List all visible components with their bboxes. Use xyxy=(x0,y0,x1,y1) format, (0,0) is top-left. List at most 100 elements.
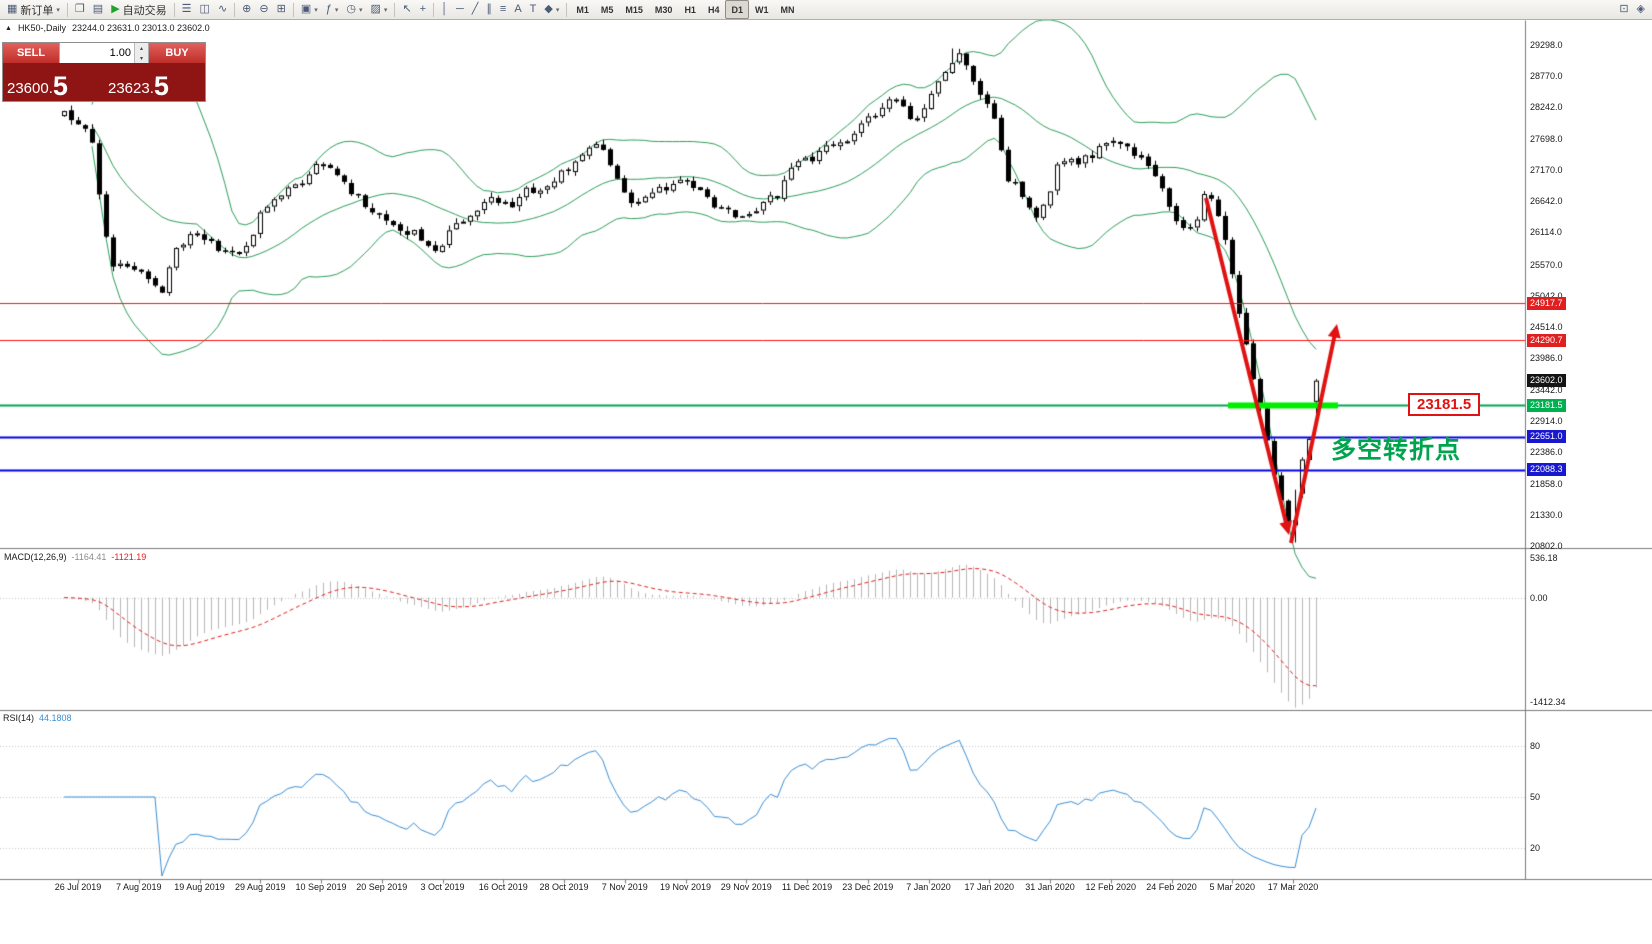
buy-button[interactable]: BUY xyxy=(149,43,205,63)
sell-button[interactable]: SELL xyxy=(3,43,59,63)
timeframe-m30-button[interactable]: M30 xyxy=(654,4,673,15)
toolbar-separator xyxy=(66,2,68,17)
volume-up-button[interactable]: ▴ xyxy=(135,43,148,53)
crosshair-button[interactable]: + xyxy=(416,0,430,19)
one-click-trading-panel: SELL ▴ ▾ BUY 23600. 5 23623. 5 xyxy=(2,42,206,102)
tile-windows-button[interactable]: ⊞ xyxy=(273,0,290,19)
chart-windows-icon: ❐ xyxy=(74,3,85,15)
timeframe-mn-button[interactable]: MN xyxy=(780,4,795,15)
chevron-down-icon: ▾ xyxy=(359,6,363,14)
buy-price-fraction: 5 xyxy=(153,71,169,102)
horizontal-line-icon: ─ xyxy=(455,3,464,15)
macd-name: MACD(12,26,9) xyxy=(4,552,67,562)
profiles-button[interactable]: ▤ xyxy=(89,0,107,19)
chevron-down-icon: ▾ xyxy=(383,6,388,14)
chevron-down-icon: ▾ xyxy=(56,6,60,14)
chart-title: ▲ HK50-,Daily 23244.0 23631.0 23013.0 23… xyxy=(5,23,210,33)
timeframe-d1-button[interactable]: D1 xyxy=(725,0,749,19)
docking-button[interactable]: ◈ xyxy=(1633,0,1649,19)
turning-point-annotation[interactable]: 多空转折点 xyxy=(1331,436,1462,464)
templates-icon: ▨ xyxy=(370,3,381,15)
new-chart-icon: ▣ xyxy=(300,3,312,15)
symbol-period-label: HK50-,Daily xyxy=(17,23,66,33)
vertical-line-icon: │ xyxy=(441,3,448,15)
sell-price-fraction: 5 xyxy=(52,71,68,102)
indicators-button[interactable]: ƒ ▾ xyxy=(322,0,343,19)
periods-button[interactable]: ◷ ▾ xyxy=(342,0,366,19)
candlestick-chart-icon: ◫ xyxy=(199,3,210,15)
autotrade-icon: ▶ xyxy=(111,3,120,15)
horizontal-line-button[interactable]: ─ xyxy=(452,0,468,19)
new-order-icon: ▦ xyxy=(7,3,18,15)
new-order-button[interactable]: ▦ 新订单 ▾ xyxy=(3,0,64,19)
chart-windows-button[interactable]: ❐ xyxy=(71,0,89,19)
zoom-out-button[interactable]: ⊖ xyxy=(255,0,272,19)
candlestick-chart-button[interactable]: ◫ xyxy=(196,0,214,19)
fibonacci-icon: ≡ xyxy=(499,3,507,15)
rsi-indicator-label: RSI(14) 44.1808 xyxy=(3,713,72,723)
crosshair-icon: + xyxy=(419,3,427,15)
toolbar-separator xyxy=(292,2,294,17)
equidistant-channel-button[interactable]: ∥ xyxy=(482,0,496,19)
toolbar-separator xyxy=(433,2,435,17)
arrows-button[interactable]: ◆ ▾ xyxy=(540,0,563,19)
chevron-down-icon: ▾ xyxy=(314,6,318,14)
cursor-button[interactable]: ↖ xyxy=(398,0,415,19)
zoom-in-button[interactable]: ⊕ xyxy=(238,0,255,19)
timeframe-h1-button[interactable]: H1 xyxy=(684,4,696,15)
volume-down-button[interactable]: ▾ xyxy=(135,53,148,63)
volume-input[interactable] xyxy=(60,43,134,63)
toolbar-separator xyxy=(394,2,396,17)
profiles-icon: ▤ xyxy=(92,3,104,15)
equidistant-channel-icon: ∥ xyxy=(486,3,492,15)
zoom-in-icon: ⊕ xyxy=(242,3,252,15)
fibonacci-button[interactable]: ≡ xyxy=(496,0,510,19)
ohlc-values: 23244.0 23631.0 23013.0 23602.0 xyxy=(71,23,210,33)
timeframe-m15-button[interactable]: M15 xyxy=(625,4,643,15)
sell-price-main: 23600. xyxy=(7,80,53,97)
toolbar-separator xyxy=(173,2,175,17)
tile-windows-icon: ⊞ xyxy=(276,3,286,15)
text-label-icon: T xyxy=(529,3,537,15)
macd-signal-value: -1121.19 xyxy=(111,552,147,562)
rsi-value: 44.1808 xyxy=(39,713,72,723)
chevron-down-icon: ▾ xyxy=(555,6,560,14)
chevron-down-icon: ▾ xyxy=(334,6,339,14)
text-button[interactable]: A xyxy=(510,0,525,19)
toolbar-separator xyxy=(566,2,568,17)
toolbar-separator xyxy=(234,2,236,17)
timeframe-m1-button[interactable]: M1 xyxy=(576,4,589,15)
buy-price: 23623. 5 xyxy=(104,63,205,101)
timeframe-h4-button[interactable]: H4 xyxy=(707,4,720,15)
trendline-icon: ╱ xyxy=(471,3,479,15)
indicators-icon: ƒ xyxy=(325,3,332,15)
sell-price: 23600. 5 xyxy=(3,63,104,101)
panel-toggle-icon[interactable]: ▲ xyxy=(5,24,12,32)
rsi-name: RSI(14) xyxy=(3,713,35,723)
trendline-button[interactable]: ╱ xyxy=(468,0,483,19)
toolbar: ▦ 新订单 ▾ ❐ ▤ ▶ 自动交易 ☰ ◫ ∿ ⊕ ⊖ ⊞ ▣ ▾ ƒ ▾ ◷ ▾ ▨ ▾ ↖ + │ ─ ╱ ∥ ≡ A T ◆ ▾ M1 M… xyxy=(0,0,1652,20)
line-chart-icon: ∿ xyxy=(217,3,228,15)
buy-price-main: 23623. xyxy=(108,80,154,97)
timeframe-m5-button[interactable]: M5 xyxy=(600,4,614,15)
line-chart-button[interactable]: ∿ xyxy=(214,0,231,19)
autotrade-label: 自动交易 xyxy=(122,4,167,17)
zoom-out-icon: ⊖ xyxy=(259,3,269,15)
window-list-button[interactable]: ⊡ xyxy=(1615,0,1632,19)
bar-chart-icon: ☰ xyxy=(181,3,192,15)
volume-box: ▴ ▾ xyxy=(59,43,149,63)
text-icon: A xyxy=(514,3,522,15)
new-order-label: 新订单 xyxy=(20,4,54,17)
text-label-button[interactable]: T xyxy=(526,0,541,19)
autotrade-button[interactable]: ▶ 自动交易 xyxy=(107,0,170,19)
new-chart-button[interactable]: ▣ ▾ xyxy=(297,0,322,19)
periods-icon: ◷ xyxy=(346,3,356,15)
price-level-annotation[interactable]: 23181.5 xyxy=(1408,393,1481,416)
templates-button[interactable]: ▨ ▾ xyxy=(367,0,392,19)
bar-chart-button[interactable]: ☰ xyxy=(178,0,196,19)
vertical-line-button[interactable]: │ xyxy=(437,0,452,19)
timeframe-w1-button[interactable]: W1 xyxy=(754,4,769,15)
window-list-icon: ⊡ xyxy=(1619,3,1629,15)
